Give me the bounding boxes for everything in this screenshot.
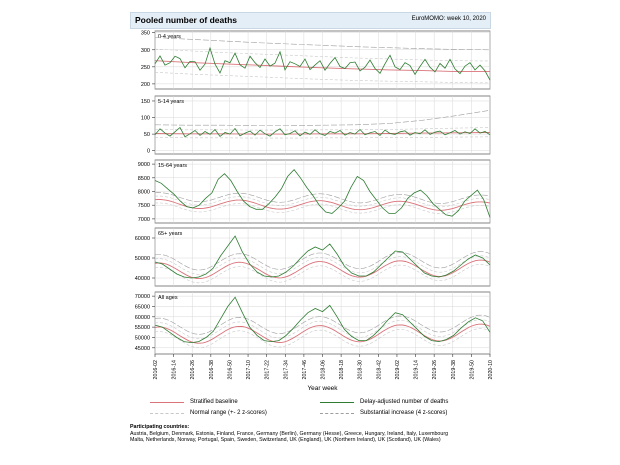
normal-range-lower-line bbox=[154, 136, 491, 139]
x-tick-label: 2018-42 bbox=[376, 360, 382, 379]
delay-adjusted-deaths-line bbox=[154, 296, 491, 344]
y-tick-label: 60000 bbox=[135, 236, 150, 242]
legend-label: Normal range (+- 2 z-scores) bbox=[190, 410, 267, 416]
panel-label: All ages bbox=[158, 295, 178, 301]
y-tick-label: 60000 bbox=[135, 315, 150, 321]
x-tick-label: 2019-50 bbox=[469, 360, 475, 379]
y-tick-label: 200 bbox=[141, 82, 150, 88]
y-tick-label: 100 bbox=[141, 116, 150, 122]
legend-item: Normal range (+- 2 z-scores) bbox=[150, 410, 267, 416]
panel-label: 15-64 years bbox=[158, 163, 187, 169]
y-tick-label: 8000 bbox=[138, 190, 150, 196]
legend-swatch bbox=[320, 412, 354, 414]
normal-range-upper-line bbox=[154, 127, 491, 131]
chart-title: Pooled number of deaths bbox=[135, 15, 238, 25]
participating-countries-line-1: Austria, Belgium, Denmark, Estonia, Finl… bbox=[130, 430, 449, 437]
x-tick-label: 2019-14 bbox=[414, 360, 420, 379]
x-tick-label: 2018-06 bbox=[321, 360, 327, 379]
stratified-baseline-line bbox=[154, 199, 491, 211]
y-tick-label: 50 bbox=[144, 132, 150, 138]
stratified-baseline-line bbox=[154, 259, 491, 280]
panel-label: 5-14 years bbox=[158, 99, 184, 105]
participating-countries-line-2: Malta, Netherlands, Norway, Portugal, Sp… bbox=[130, 437, 441, 443]
x-tick-label: 2016-26 bbox=[190, 360, 196, 379]
y-tick-label: 8500 bbox=[138, 176, 150, 182]
x-tick-label: 2016-38 bbox=[209, 360, 215, 379]
y-tick-label: 55000 bbox=[135, 325, 150, 331]
legend-item: Stratified baseline bbox=[150, 399, 238, 405]
y-tick-label: 50000 bbox=[135, 256, 150, 262]
delay-adjusted-deaths-line bbox=[154, 168, 491, 218]
x-tick-label: 2017-22 bbox=[265, 360, 271, 379]
y-tick-label: 150 bbox=[141, 99, 150, 105]
legend-label: Substantial increase (4 z-scores) bbox=[360, 410, 448, 416]
legend-label: Delay-adjusted number of deaths bbox=[360, 399, 449, 405]
normal-range-lower-line bbox=[154, 202, 491, 214]
legend-item: Delay-adjusted number of deaths bbox=[320, 399, 448, 405]
substantial-increase-line bbox=[154, 314, 491, 335]
y-tick-label: 70000 bbox=[135, 294, 150, 300]
x-tick-label: 2017-10 bbox=[246, 360, 252, 379]
y-tick-label: 9000 bbox=[138, 162, 150, 168]
x-tick-label: 2016-02 bbox=[153, 360, 159, 379]
y-tick-label: 7500 bbox=[138, 203, 150, 209]
x-tick-label: 2019-38 bbox=[451, 360, 457, 379]
delay-adjusted-deaths-line bbox=[154, 235, 491, 279]
y-tick-label: 0 bbox=[147, 149, 150, 155]
x-tick-label: 2017-46 bbox=[302, 360, 308, 379]
delay-adjusted-deaths-line bbox=[154, 46, 491, 81]
y-tick-label: 7000 bbox=[138, 217, 150, 223]
y-tick-label: 40000 bbox=[135, 276, 150, 282]
chart-header: Pooled number of deaths EuroMOMO: week 1… bbox=[130, 12, 491, 29]
y-tick-label: 350 bbox=[141, 31, 150, 37]
x-tick-label: 2018-18 bbox=[339, 360, 345, 379]
legend-swatch bbox=[150, 412, 184, 414]
normal-range-lower-line bbox=[154, 264, 491, 284]
legend-swatch bbox=[150, 401, 184, 403]
y-tick-label: 250 bbox=[141, 65, 150, 71]
normal-range-upper-line bbox=[154, 255, 491, 275]
x-tick-label: 2018-30 bbox=[358, 360, 364, 379]
y-tick-label: 65000 bbox=[135, 304, 150, 310]
x-tick-label: 2019-26 bbox=[432, 360, 438, 379]
panel-label: 0-4 years bbox=[158, 34, 181, 40]
y-tick-label: 45000 bbox=[135, 346, 150, 352]
y-tick-label: 50000 bbox=[135, 335, 150, 341]
x-tick-label: 2019-02 bbox=[395, 360, 401, 379]
y-tick-label: 300 bbox=[141, 48, 150, 54]
stratified-baseline-line bbox=[154, 323, 491, 344]
legend-item: Substantial increase (4 z-scores) bbox=[320, 410, 447, 416]
delay-adjusted-deaths-line bbox=[154, 126, 491, 138]
substantial-increase-line bbox=[154, 251, 491, 271]
chart-legend: Stratified baseline Delay-adjusted number… bbox=[150, 397, 480, 419]
normal-range-upper-line bbox=[154, 195, 491, 208]
x-tick-label: 2017-34 bbox=[283, 360, 289, 379]
legend-label: Stratified baseline bbox=[190, 399, 238, 405]
normal-range-lower-line bbox=[154, 328, 491, 349]
panel-label: 65+ years bbox=[158, 231, 183, 237]
x-tick-label: 2020-10 bbox=[488, 360, 494, 379]
x-axis-label: Year week bbox=[307, 385, 338, 392]
participating-countries: Participating countries: Austria, Belgiu… bbox=[130, 424, 490, 444]
x-tick-label: 2016-50 bbox=[227, 360, 233, 379]
normal-range-upper-line bbox=[154, 319, 491, 340]
participating-countries-heading: Participating countries: bbox=[130, 424, 190, 430]
x-tick-label: 2016-14 bbox=[172, 360, 178, 379]
substantial-increase-line bbox=[154, 192, 491, 204]
legend-swatch bbox=[320, 401, 354, 403]
normal-range-lower-line bbox=[154, 72, 491, 84]
chart-source: EuroMOMO: week 10, 2020 bbox=[411, 16, 486, 22]
